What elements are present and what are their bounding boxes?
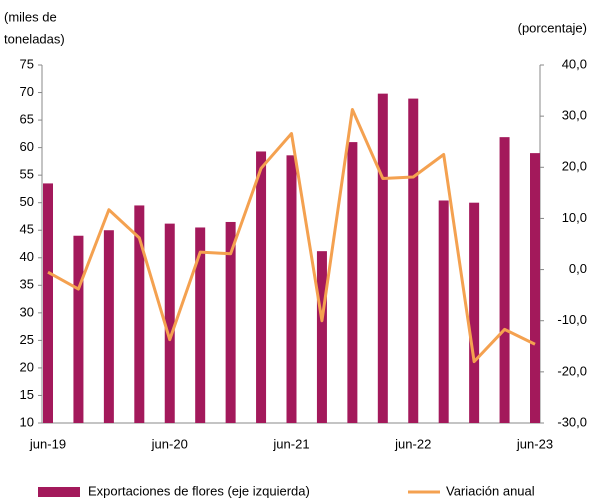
bar (438, 200, 449, 423)
bar (377, 93, 388, 423)
y2-tick-label: -10,0 (557, 312, 587, 327)
x-tick-label: jun-19 (29, 436, 66, 451)
bar (499, 137, 510, 424)
legend-label: Variación anual (446, 483, 535, 498)
bar (164, 223, 175, 423)
bar (103, 230, 114, 423)
bar (316, 251, 327, 423)
y2-tick-label: 10,0 (562, 210, 587, 225)
y-tick-label: 15 (20, 387, 34, 402)
bar (408, 98, 419, 423)
y-tick-label: 60 (20, 139, 34, 154)
y-tick-label: 45 (20, 222, 34, 237)
bar (469, 202, 480, 423)
line (47, 107, 536, 364)
y2-tick-label: 0,0 (569, 261, 587, 276)
x-tick-label: jun-21 (272, 436, 309, 451)
y-tick-label: 55 (20, 167, 34, 182)
y-tick-label: 50 (20, 194, 34, 209)
bar (195, 227, 206, 423)
bar (347, 142, 358, 423)
legend-swatch (38, 487, 80, 497)
bar (43, 183, 53, 423)
y-tick-label: 30 (20, 304, 34, 319)
y2-tick-label: 40,0 (562, 56, 587, 71)
y-axis-title: toneladas) (4, 31, 65, 46)
bar (256, 151, 267, 423)
x-tick-label: jun-20 (151, 436, 188, 451)
y-axis-title: (miles de (4, 9, 57, 24)
y-tick-label: 20 (20, 359, 34, 374)
bar (286, 155, 297, 423)
x-tick-label: jun-23 (516, 436, 553, 451)
y2-tick-label: -30,0 (557, 414, 587, 429)
y2-tick-label: 30,0 (562, 108, 587, 123)
legend-label: Exportaciones de flores (eje izquierda) (88, 483, 310, 498)
y-tick-label: 75 (20, 56, 34, 71)
y-tick-label: 35 (20, 277, 34, 292)
bar (134, 205, 145, 423)
y2-tick-label: -20,0 (557, 363, 587, 378)
y-tick-label: 65 (20, 112, 34, 127)
y-tick-label: 70 (20, 84, 34, 99)
y-tick-label: 25 (20, 332, 34, 347)
x-tick-label: jun-22 (394, 436, 431, 451)
y2-axis-title: (porcentaje) (518, 20, 587, 35)
bar (225, 221, 236, 423)
bar (73, 235, 84, 423)
y2-tick-label: 20,0 (562, 159, 587, 174)
y-tick-label: 40 (20, 249, 34, 264)
y-tick-label: 10 (20, 414, 34, 429)
bar (530, 153, 540, 423)
